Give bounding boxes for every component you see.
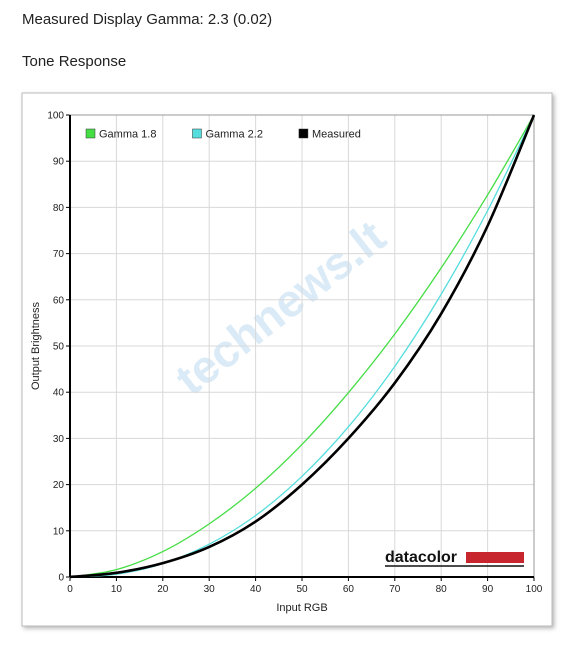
x-tick-label: 70	[389, 584, 401, 595]
section-title: Tone Response	[22, 53, 126, 70]
y-tick-label: 10	[53, 526, 65, 537]
y-axis-label: Output Brightness	[30, 301, 42, 390]
logo-bar	[466, 552, 524, 563]
y-tick-label: 40	[53, 388, 65, 399]
y-tick-label: 0	[58, 573, 64, 584]
x-tick-label: 10	[111, 584, 123, 595]
y-tick-label: 20	[53, 480, 65, 491]
legend-label: Gamma 1.8	[99, 129, 156, 141]
y-tick-label: 90	[53, 157, 65, 168]
y-tick-label: 80	[53, 203, 65, 214]
legend-label: Gamma 2.2	[205, 129, 262, 141]
x-tick-label: 60	[343, 584, 355, 595]
x-axis-label: Input RGB	[276, 602, 327, 614]
page-title: Measured Display Gamma: 2.3 (0.02)	[22, 11, 272, 28]
y-tick-label: 70	[53, 249, 65, 260]
y-tick-label: 30	[53, 434, 65, 445]
chart-panel	[21, 92, 553, 627]
x-tick-label: 80	[436, 584, 448, 595]
y-tick-label: 60	[53, 295, 65, 306]
series-line	[69, 114, 535, 578]
legend-label: Measured	[312, 129, 361, 141]
x-tick-label: 20	[157, 584, 169, 595]
x-tick-label: 50	[296, 584, 308, 595]
x-tick-label: 90	[482, 584, 494, 595]
x-tick-label: 0	[67, 584, 73, 595]
legend-swatch	[298, 128, 309, 139]
legend-swatch	[85, 128, 96, 139]
series-line	[69, 114, 536, 579]
x-tick-label: 40	[250, 584, 262, 595]
x-tick-label: 30	[204, 584, 216, 595]
logo: datacolor	[385, 549, 457, 566]
y-tick-label: 100	[47, 111, 64, 122]
y-tick-label: 50	[53, 342, 65, 353]
legend-swatch	[192, 128, 202, 139]
x-tick-label: 100	[526, 584, 543, 595]
